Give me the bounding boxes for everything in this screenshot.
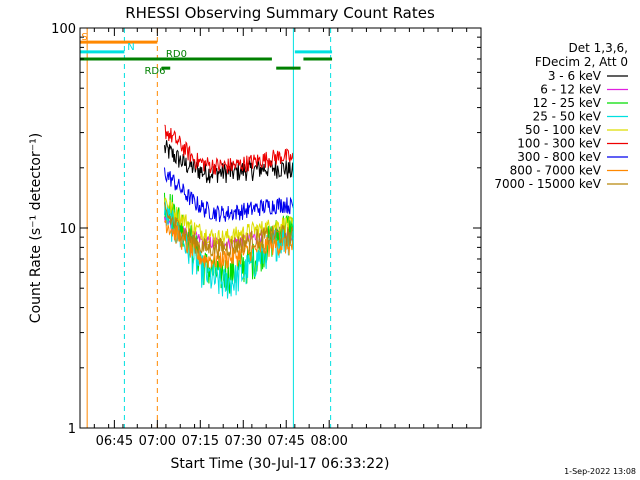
series-line-6 — [164, 167, 294, 223]
series-line-0 — [164, 140, 294, 184]
x-axis-label: Start Time (30-Jul-17 06:33:22) — [170, 456, 389, 472]
legend-label-5: 100 - 300 keV — [517, 137, 601, 151]
series-line-5 — [164, 124, 294, 175]
legend-label-8: 7000 - 15000 keV — [494, 177, 601, 191]
legend-label-3: 25 - 50 keV — [533, 110, 602, 124]
series-line-8 — [164, 202, 294, 259]
x-tick-label-3: 07:30 — [225, 434, 262, 449]
x-tick-label-1: 07:00 — [139, 434, 176, 449]
legend-header-line-2: FDecim 2, Att 0 — [535, 55, 628, 69]
y-tick-label-2: 100 — [51, 22, 76, 37]
legend-label-7: 800 - 7000 keV — [510, 164, 602, 178]
status-bar-label-rd0: RD0 — [166, 49, 187, 60]
legend-label-0: 3 - 6 keV — [548, 69, 602, 83]
status-bar-label-n: N — [127, 42, 134, 53]
legend-label-1: 6 - 12 keV — [540, 83, 602, 97]
x-tick-label-0: 06:45 — [96, 434, 133, 449]
x-tick-label-4: 07:45 — [267, 434, 304, 449]
legend-header-line-1: Det 1,3,6, — [569, 41, 629, 55]
x-tick-label-5: 08:00 — [310, 434, 347, 449]
y-tick-label-0: 1 — [68, 422, 76, 437]
y-tick-label-1: 10 — [59, 222, 76, 237]
axes: 06:45 07:00 07:15 07:30 07:45 08:00 1 10 100 — [51, 22, 482, 449]
legend-label-2: 12 - 25 keV — [533, 96, 602, 110]
x-tick-label-2: 07:15 — [182, 434, 219, 449]
status-bar-label-rd6: RD6 — [144, 66, 165, 77]
plot-timestamp: 1-Sep-2022 13:08 — [564, 467, 636, 476]
status-bar-label-s: S — [81, 32, 87, 43]
legend-label-4: 50 - 100 keV — [525, 123, 602, 137]
chart-title: RHESSI Observing Summary Count Rates — [125, 4, 435, 22]
y-axis-label: Count Rate (s⁻¹ detector⁻¹) — [28, 133, 44, 323]
legend-label-6: 300 - 800 keV — [517, 150, 601, 164]
